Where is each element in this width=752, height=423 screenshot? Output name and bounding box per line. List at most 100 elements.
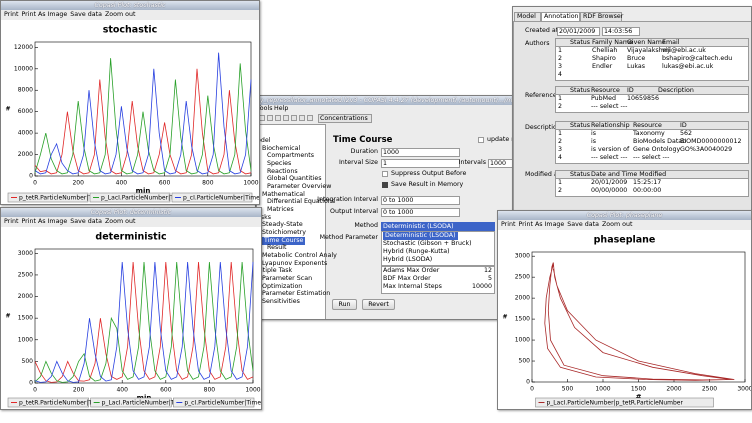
menu-item[interactable]: Print As Image [21,11,68,18]
menu-item[interactable]: Zoom out [104,218,136,225]
table-cell[interactable]: Bruce [627,55,646,62]
toolbar-icon[interactable] [275,115,281,121]
date-input[interactable] [557,27,600,36]
legend-item[interactable] [7,397,89,408]
legend-item[interactable] [173,397,255,408]
table-cell[interactable]: 10659856 [627,95,660,102]
legend-item[interactable] [90,397,172,408]
dropdown-option[interactable]: Hybrid (Runge-Kutta) [383,247,450,255]
tree-item[interactable]: Lyapunov Exponents [262,259,328,267]
table-cell[interactable]: PubMed [591,95,616,102]
table-cell[interactable]: Chelliah [592,47,618,54]
dropdown-option[interactable]: Deterministic (LSODA) [383,231,458,240]
tree-item[interactable]: Compartments [267,152,315,160]
text-input[interactable] [381,208,460,217]
table-cell[interactable]: is [591,138,597,145]
tree-item[interactable]: Mathematical [262,190,305,198]
table-cell[interactable]: Vijayalakshmi [627,47,671,54]
tree-item[interactable]: Parameter Overview [267,183,332,191]
text-input[interactable] [381,159,460,168]
toolbar-icon[interactable] [299,115,305,121]
column-header: Status [570,121,591,129]
menu-item[interactable]: Print [501,221,516,228]
button[interactable] [332,299,357,310]
table-cell[interactable]: viji@ebi.ac.uk [662,47,706,54]
menu-item[interactable]: Print [4,11,19,18]
menu-item[interactable]: Tools [257,105,273,112]
toolbar-icon[interactable] [283,115,289,121]
tree-item[interactable]: asks [257,213,272,221]
tree-item[interactable]: Differential Equations [267,198,336,206]
menu-item[interactable]: Zoom out [601,221,633,228]
table-cell[interactable]: 00:00:00 [633,187,662,194]
tree-item[interactable]: Sensitivities [262,298,300,306]
toolbar-icon[interactable] [307,115,313,121]
dropdown-option[interactable]: Hybrid (LSODA) [383,255,433,263]
table-cell[interactable]: Shapiro [592,55,616,62]
legend-item[interactable] [171,192,253,203]
checkbox[interactable] [382,171,388,177]
text-input[interactable] [488,159,519,168]
dropdown-option[interactable]: Stochastic (Gibson + Bruck) [383,239,472,247]
table-cell[interactable]: 562 [680,130,693,137]
table-cell[interactable]: is [591,130,597,137]
table-cell[interactable]: --- select --- [633,154,670,161]
table-cell[interactable]: BIOMD0000000012 [680,138,742,145]
tree-item[interactable]: Global Quantities [267,175,322,183]
button[interactable] [362,299,395,310]
tree-item[interactable]: Parameter Scan [262,275,313,283]
tree-item[interactable]: Parameter Estimation [262,290,331,298]
menu-item[interactable]: Save data [70,11,102,18]
menu-item[interactable]: Save data [567,221,599,228]
menu-item[interactable]: Save data [70,218,102,225]
table-cell[interactable]: Endler [592,63,613,70]
table-cell[interactable]: lukas@ebi.ac.uk [662,63,714,70]
toolbar-icon[interactable] [267,115,273,121]
menu-item[interactable]: Print As Image [518,221,565,228]
tab[interactable] [514,12,541,22]
column-header: Given Name [627,38,666,46]
tree-item[interactable]: Biochemical [262,144,301,152]
tree-item[interactable]: Metabolic Control Analy [262,252,337,260]
checkbox[interactable] [382,182,388,188]
legend-item[interactable] [7,192,89,203]
tree-item[interactable]: Species [267,160,292,167]
table-cell[interactable]: 00/00/0000 [591,187,628,194]
method-select[interactable] [381,222,495,231]
view-select[interactable] [318,114,372,123]
toolbar-icon[interactable] [291,115,297,121]
table-cell[interactable]: Gene Ontology [633,146,681,153]
text-input[interactable] [381,196,460,205]
table-cell[interactable]: GO%3A0040029 [680,146,733,153]
tree-item[interactable]: Time Course [262,236,306,245]
menu-item[interactable]: Zoom out [104,11,136,18]
tree-item[interactable]: Steady-State [262,221,303,229]
table-cell[interactable]: 15:25:17 [633,179,662,186]
tree-item[interactable]: Reactions [267,167,298,175]
menu-item[interactable]: Print [4,218,19,225]
menu-item[interactable]: Print As Image [21,218,68,225]
table-cell[interactable]: Taxonomy [633,130,665,137]
time-input[interactable] [602,27,640,36]
table-cell[interactable]: BioModels Datab [633,138,687,145]
table-cell[interactable]: --- select --- [591,154,628,161]
tab[interactable] [541,12,580,22]
table-cell[interactable]: is version of [591,146,630,153]
table-cell[interactable]: --- select --- [591,103,628,110]
legend-item[interactable] [535,397,714,408]
tree-item[interactable]: Optimization [262,282,303,290]
tab[interactable] [580,12,622,22]
tree-item[interactable]: ultiple Task [257,267,293,275]
menu-item[interactable]: Help [274,105,289,112]
table-cell[interactable]: 20/01/2009 [591,179,628,186]
tree-item[interactable]: odel [257,137,271,144]
tree-item[interactable]: Matrices [267,206,294,214]
x-tick-label: 0 [33,180,37,187]
checkbox[interactable] [478,137,484,143]
legend-item[interactable] [89,192,171,203]
text-input[interactable] [381,148,460,157]
table-cell[interactable]: Lukas [627,63,646,70]
tree-item[interactable]: Result [267,244,287,252]
tree-item[interactable]: Stoichiometry [262,229,306,237]
table-cell[interactable]: bshapiro@caltech.edu [662,55,733,62]
